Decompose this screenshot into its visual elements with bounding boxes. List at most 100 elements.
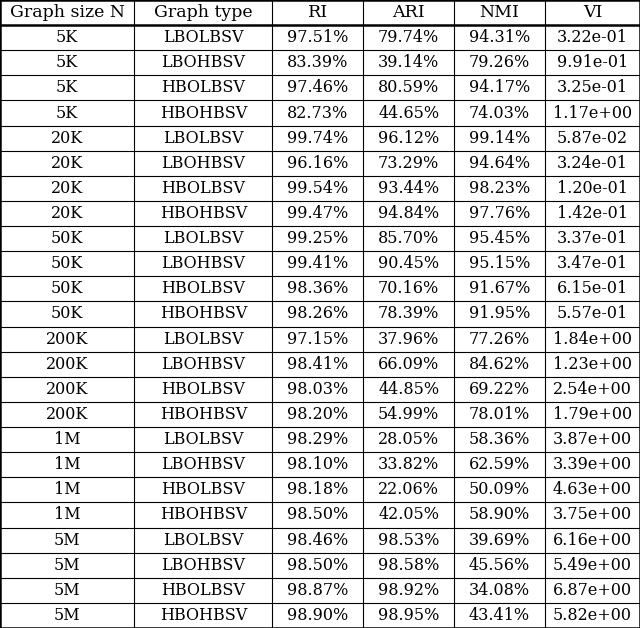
Text: 42.05%: 42.05% — [378, 506, 439, 524]
Text: 1M: 1M — [54, 431, 81, 448]
Text: HBOHBSV: HBOHBSV — [159, 607, 247, 624]
Text: 20K: 20K — [51, 154, 83, 172]
Text: 43.41%: 43.41% — [469, 607, 530, 624]
Text: 91.95%: 91.95% — [468, 305, 530, 323]
Text: 6.15e-01: 6.15e-01 — [557, 280, 628, 298]
Text: 98.20%: 98.20% — [287, 406, 348, 423]
Text: 96.16%: 96.16% — [287, 154, 349, 172]
Text: HBOLBSV: HBOLBSV — [161, 79, 245, 97]
Text: LBOLBSV: LBOLBSV — [163, 129, 243, 147]
Text: 66.09%: 66.09% — [378, 355, 439, 373]
Text: 5.49e+00: 5.49e+00 — [553, 556, 632, 574]
Text: HBOLBSV: HBOLBSV — [161, 582, 245, 599]
Text: 3.87e+00: 3.87e+00 — [553, 431, 632, 448]
Text: 1.20e-01: 1.20e-01 — [557, 180, 628, 197]
Text: 98.10%: 98.10% — [287, 456, 348, 474]
Text: 95.45%: 95.45% — [469, 230, 530, 247]
Text: HBOLBSV: HBOLBSV — [161, 280, 245, 298]
Text: 1.84e+00: 1.84e+00 — [553, 330, 632, 348]
Text: 1.23e+00: 1.23e+00 — [553, 355, 632, 373]
Text: 5.82e+00: 5.82e+00 — [553, 607, 632, 624]
Text: 34.08%: 34.08% — [469, 582, 530, 599]
Text: LBOLBSV: LBOLBSV — [163, 330, 243, 348]
Text: 98.53%: 98.53% — [378, 531, 439, 549]
Text: 200K: 200K — [46, 381, 88, 398]
Text: 99.54%: 99.54% — [287, 180, 348, 197]
Text: HBOHBSV: HBOHBSV — [159, 406, 247, 423]
Text: 99.25%: 99.25% — [287, 230, 348, 247]
Text: 45.56%: 45.56% — [469, 556, 530, 574]
Text: 99.47%: 99.47% — [287, 205, 348, 222]
Text: 50K: 50K — [51, 230, 83, 247]
Text: LBOLBSV: LBOLBSV — [163, 29, 243, 46]
Text: 79.74%: 79.74% — [378, 29, 439, 46]
Text: 3.37e-01: 3.37e-01 — [557, 230, 628, 247]
Text: 98.36%: 98.36% — [287, 280, 349, 298]
Text: 3.25e-01: 3.25e-01 — [557, 79, 628, 97]
Text: 200K: 200K — [46, 330, 88, 348]
Text: 37.96%: 37.96% — [378, 330, 439, 348]
Text: LBOHBSV: LBOHBSV — [161, 255, 245, 273]
Text: 3.47e-01: 3.47e-01 — [557, 255, 628, 273]
Text: 94.64%: 94.64% — [469, 154, 530, 172]
Text: NMI: NMI — [479, 4, 520, 21]
Text: 33.82%: 33.82% — [378, 456, 439, 474]
Text: 1.42e-01: 1.42e-01 — [557, 205, 628, 222]
Text: 85.70%: 85.70% — [378, 230, 439, 247]
Text: 74.03%: 74.03% — [469, 104, 530, 122]
Text: 97.76%: 97.76% — [468, 205, 530, 222]
Text: 200K: 200K — [46, 355, 88, 373]
Text: HBOLBSV: HBOLBSV — [161, 180, 245, 197]
Text: 83.39%: 83.39% — [287, 54, 349, 72]
Text: 1M: 1M — [54, 506, 81, 524]
Text: 99.74%: 99.74% — [287, 129, 348, 147]
Text: 5M: 5M — [54, 607, 81, 624]
Text: LBOLBSV: LBOLBSV — [163, 230, 243, 247]
Text: 98.26%: 98.26% — [287, 305, 348, 323]
Text: 5M: 5M — [54, 556, 81, 574]
Text: 28.05%: 28.05% — [378, 431, 439, 448]
Text: 5K: 5K — [56, 29, 78, 46]
Text: 6.16e+00: 6.16e+00 — [553, 531, 632, 549]
Text: LBOHBSV: LBOHBSV — [161, 456, 245, 474]
Text: Graph type: Graph type — [154, 4, 253, 21]
Text: 98.90%: 98.90% — [287, 607, 348, 624]
Text: 1.17e+00: 1.17e+00 — [553, 104, 632, 122]
Text: 82.73%: 82.73% — [287, 104, 348, 122]
Text: 3.22e-01: 3.22e-01 — [557, 29, 628, 46]
Text: 50K: 50K — [51, 305, 83, 323]
Text: LBOHBSV: LBOHBSV — [161, 54, 245, 72]
Text: 97.46%: 97.46% — [287, 79, 348, 97]
Text: 58.36%: 58.36% — [468, 431, 530, 448]
Text: RI: RI — [308, 4, 328, 21]
Text: 94.31%: 94.31% — [469, 29, 530, 46]
Text: 97.51%: 97.51% — [287, 29, 349, 46]
Text: 6.87e+00: 6.87e+00 — [553, 582, 632, 599]
Text: 70.16%: 70.16% — [378, 280, 439, 298]
Text: 50K: 50K — [51, 280, 83, 298]
Text: 79.26%: 79.26% — [469, 54, 530, 72]
Text: HBOLBSV: HBOLBSV — [161, 481, 245, 499]
Text: 22.06%: 22.06% — [378, 481, 439, 499]
Text: 80.59%: 80.59% — [378, 79, 439, 97]
Text: 98.92%: 98.92% — [378, 582, 439, 599]
Text: 84.62%: 84.62% — [469, 355, 530, 373]
Text: 98.58%: 98.58% — [378, 556, 439, 574]
Text: 98.46%: 98.46% — [287, 531, 348, 549]
Text: LBOLBSV: LBOLBSV — [163, 531, 243, 549]
Text: HBOHBSV: HBOHBSV — [159, 104, 247, 122]
Text: LBOHBSV: LBOHBSV — [161, 154, 245, 172]
Text: 98.41%: 98.41% — [287, 355, 348, 373]
Text: ARI: ARI — [392, 4, 425, 21]
Text: 78.01%: 78.01% — [469, 406, 530, 423]
Text: 1.79e+00: 1.79e+00 — [553, 406, 632, 423]
Text: 91.67%: 91.67% — [468, 280, 530, 298]
Text: 94.84%: 94.84% — [378, 205, 439, 222]
Text: HBOHBSV: HBOHBSV — [159, 205, 247, 222]
Text: LBOHBSV: LBOHBSV — [161, 556, 245, 574]
Text: 39.14%: 39.14% — [378, 54, 439, 72]
Text: 9.91e-01: 9.91e-01 — [557, 54, 628, 72]
Text: 69.22%: 69.22% — [469, 381, 530, 398]
Text: 5K: 5K — [56, 79, 78, 97]
Text: 20K: 20K — [51, 205, 83, 222]
